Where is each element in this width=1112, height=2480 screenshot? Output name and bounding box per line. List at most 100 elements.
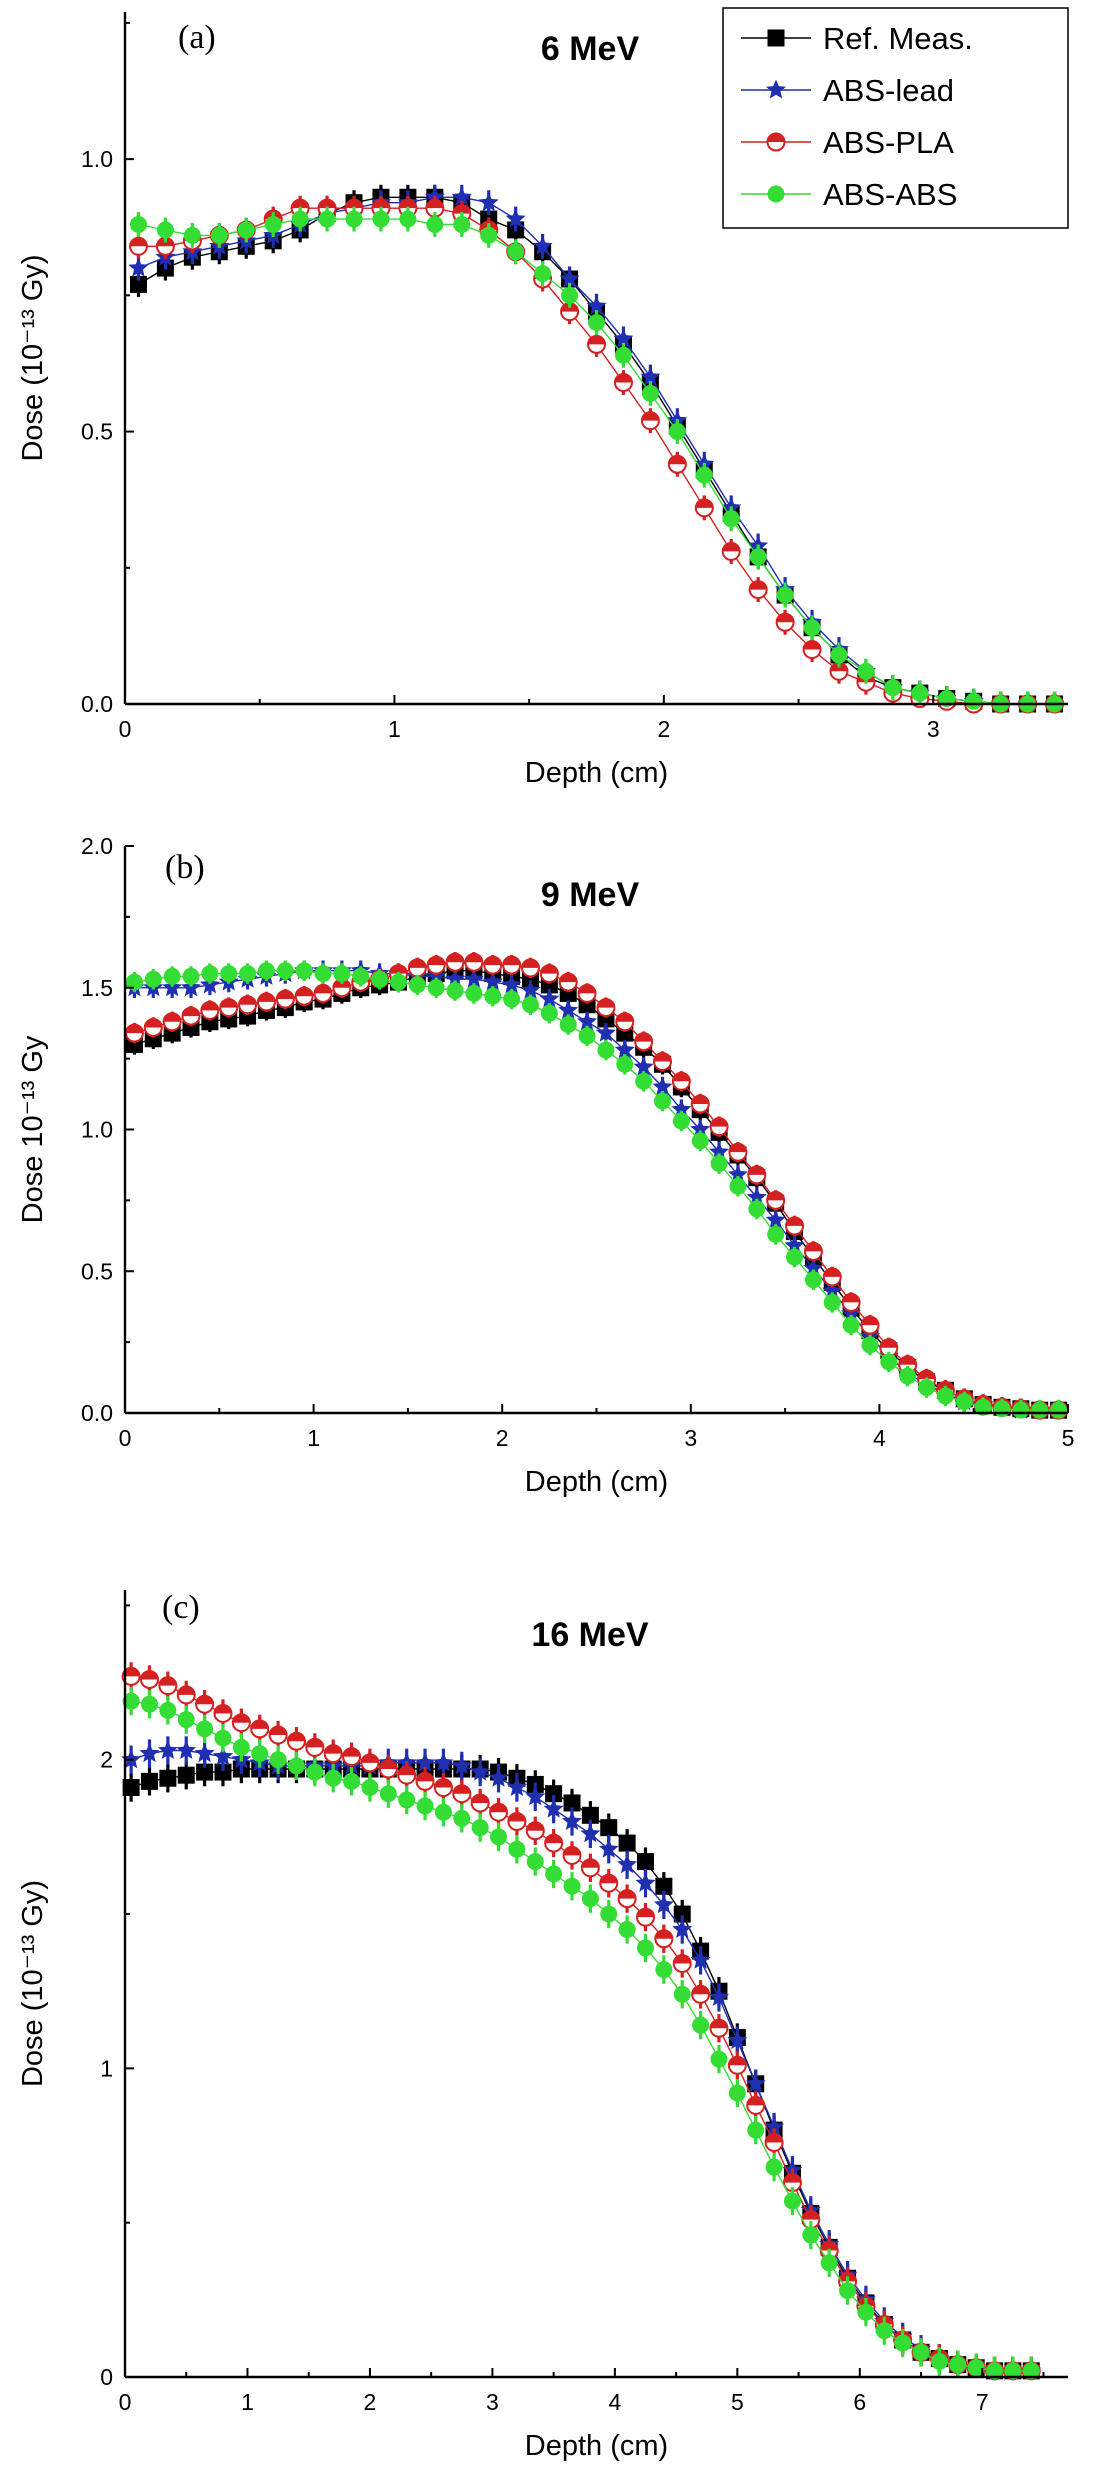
data-point (124, 1023, 144, 1043)
data-point (352, 967, 370, 985)
data-point (371, 970, 389, 988)
data-point (219, 998, 239, 1018)
data-point (452, 1784, 472, 1804)
data-point (722, 510, 740, 528)
data-point (578, 1027, 596, 1045)
data-point (710, 1155, 728, 1173)
data-point (157, 1740, 178, 1759)
data-point (314, 965, 332, 983)
data-point (804, 1271, 822, 1289)
data-point (562, 1811, 582, 1830)
data-point (275, 989, 295, 1009)
data-point (342, 1747, 362, 1767)
data-point (182, 967, 200, 985)
data-point (220, 965, 238, 983)
data-point (747, 1165, 767, 1185)
data-point (446, 982, 464, 1000)
series-line (138, 196, 1055, 705)
data-point (378, 1759, 398, 1779)
data-point (695, 466, 713, 484)
data-point (728, 1142, 748, 1162)
data-point (562, 1845, 582, 1865)
data-point (668, 423, 686, 441)
x-tick-label: 5 (731, 2389, 744, 2415)
series-line (138, 207, 1055, 705)
y-tick-label: 2.0 (81, 833, 113, 859)
data-point (911, 684, 929, 702)
legend: Ref. Meas. ABS-lead ABS-PLA ABS-ABS (722, 7, 1069, 229)
x-tick-label: 1 (241, 2389, 254, 2415)
data-point (451, 1755, 472, 1775)
series-ref-meas (125, 960, 1068, 1419)
data-point (318, 210, 336, 228)
data-point (616, 1055, 634, 1073)
data-point (502, 955, 522, 975)
data-point (195, 1694, 215, 1714)
data-point (433, 1778, 453, 1798)
data-point (588, 314, 605, 332)
data-point (672, 1919, 693, 1938)
data-point (615, 1012, 635, 1032)
series-line (134, 970, 1059, 1411)
x-tick-label: 4 (608, 2389, 621, 2415)
series-ref-meas (129, 184, 1064, 713)
chart-title: 6 MeV (541, 30, 640, 68)
data-point (425, 198, 445, 218)
data-point (709, 1117, 729, 1137)
x-tick-label: 2 (657, 716, 670, 742)
data-point (482, 971, 503, 991)
data-point (618, 1834, 636, 1852)
data-point (654, 1092, 672, 1110)
x-tick-label: 2 (364, 2389, 377, 2415)
x-tick-label: 0 (119, 716, 132, 742)
data-point (176, 1740, 197, 1759)
data-point (237, 221, 255, 239)
y-tick-label: 0.0 (81, 1400, 113, 1426)
data-point (727, 2055, 747, 2075)
data-point (306, 1763, 324, 1781)
data-point (231, 1713, 251, 1733)
data-point (520, 958, 540, 978)
data-point (372, 210, 390, 228)
series-abs-lead (128, 184, 1065, 713)
data-point (839, 2282, 857, 2300)
data-point (465, 984, 483, 1002)
chart-panel-3: 0 1 2 3 4 5 6 7 0 1 2 Depth (cm) Dose (10⁻¹³ Gy) 16 M… (17, 1589, 1068, 2462)
data-point (544, 1833, 564, 1853)
series-line (138, 196, 1055, 705)
series-ref-meas (122, 1754, 1040, 2380)
data-point (139, 1670, 159, 1690)
data-point (379, 1785, 397, 1803)
data-point (823, 1293, 841, 1311)
data-point (177, 1766, 195, 1784)
data-point (214, 1729, 232, 1747)
data-point (324, 1769, 342, 1787)
data-point (694, 498, 714, 518)
data-point (128, 257, 149, 277)
x-tick-label: 4 (873, 1425, 886, 1451)
data-point (545, 1785, 563, 1803)
data-point (635, 1072, 653, 1090)
data-point (653, 1894, 674, 1914)
panel-label: (c) (162, 1589, 200, 1626)
data-point (360, 1753, 380, 1773)
data-point (559, 1016, 577, 1034)
data-point (526, 1853, 544, 1871)
data-point (721, 541, 741, 561)
y-tick-label: 1.0 (81, 146, 113, 172)
data-point (559, 268, 580, 288)
data-point (710, 2050, 728, 2068)
data-point (690, 1949, 711, 1969)
data-point (1050, 1401, 1068, 1419)
data-point (407, 958, 427, 978)
data-point (140, 1695, 158, 1713)
data-point (426, 216, 444, 234)
data-point (415, 1752, 435, 1772)
data-point (581, 1806, 599, 1824)
data-point (143, 1017, 163, 1037)
data-point (232, 1738, 250, 1756)
data-point (861, 1336, 879, 1354)
data-point (765, 2158, 783, 2176)
data-point (766, 1190, 786, 1210)
chart-title: 16 MeV (531, 1616, 648, 1654)
